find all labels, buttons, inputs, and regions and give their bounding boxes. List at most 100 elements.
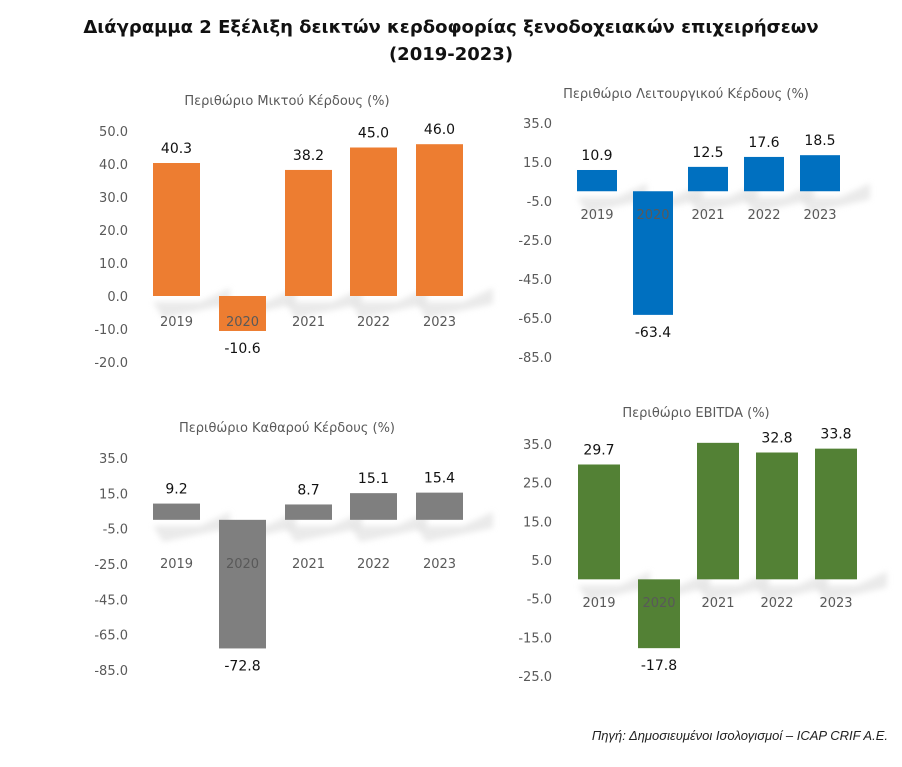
y-tick-label: -25.0 (518, 234, 552, 249)
data-label: 33.8 (820, 427, 851, 443)
bar-2021 (697, 442, 739, 580)
bar-2021 (285, 169, 332, 296)
bar-2019 (153, 163, 200, 296)
bar-shadow (153, 288, 230, 318)
data-label: 12.5 (692, 145, 723, 161)
x-category-label: 2021 (292, 557, 325, 572)
x-category-label: 2020 (636, 208, 669, 223)
source-note: Πηγή: Δημοσιευμένοι Ισολογισμοί – ICAP C… (591, 728, 888, 743)
y-tick-label: -5.0 (103, 523, 128, 538)
x-category-label: 2023 (423, 315, 456, 330)
data-label: 18.5 (804, 133, 835, 149)
bar-2019 (153, 503, 200, 520)
bar-2022 (756, 452, 798, 580)
bar-2022 (744, 156, 784, 192)
x-category-label: 2019 (580, 208, 613, 223)
y-tick-label: 0.0 (107, 290, 128, 305)
x-category-label: 2019 (160, 315, 193, 330)
bar-shadow (416, 511, 493, 542)
bar-shadow (815, 571, 887, 602)
y-tick-label: 35.0 (523, 117, 552, 132)
data-label: 29.7 (583, 442, 614, 458)
bar-2021 (688, 166, 728, 192)
data-label: 46.0 (424, 122, 455, 138)
x-category-label: 2020 (226, 315, 259, 330)
x-category-label: 2020 (226, 557, 259, 572)
bar-2020 (638, 579, 680, 649)
data-label: 15.4 (424, 471, 455, 487)
bar-shadow (285, 288, 362, 318)
data-label: -72.8 (224, 658, 260, 674)
data-label: -10.6 (224, 341, 260, 357)
data-label: 17.6 (748, 135, 779, 151)
x-category-label: 2020 (642, 596, 675, 611)
bar-2022 (350, 493, 397, 520)
data-label: 38.2 (293, 148, 324, 164)
y-tick-label: 25.0 (523, 477, 552, 492)
x-category-label: 2021 (691, 208, 724, 223)
chart-title: Περιθώριο Μικτού Κέρδους (%) (184, 94, 389, 109)
bar-2021 (285, 504, 332, 520)
y-tick-label: -5.0 (527, 593, 552, 608)
bar-shadow (285, 511, 362, 542)
y-tick-label: 35.0 (99, 452, 128, 467)
y-tick-label: 20.0 (99, 224, 128, 239)
bar-2019 (577, 169, 617, 192)
bar-2022 (350, 147, 397, 296)
x-category-label: 2021 (701, 596, 734, 611)
y-tick-label: -65.0 (518, 312, 552, 327)
x-category-label: 2022 (747, 208, 780, 223)
y-tick-label: 35.0 (523, 438, 552, 453)
bar-2020 (219, 519, 266, 649)
chart-title: Περιθώριο EBITDA (%) (622, 406, 769, 421)
y-tick-label: 15.0 (99, 487, 128, 502)
y-tick-label: 10.0 (99, 257, 128, 272)
data-label: 10.9 (581, 148, 612, 164)
data-label: -63.4 (635, 325, 671, 341)
x-category-label: 2022 (760, 596, 793, 611)
bar-2023 (416, 144, 463, 296)
bar-shadow (744, 183, 814, 214)
y-tick-label: -5.0 (527, 195, 552, 210)
bar-shadow (756, 571, 828, 602)
data-label: 40.3 (161, 141, 192, 157)
x-category-label: 2021 (292, 315, 325, 330)
data-label: 45.0 (358, 126, 389, 142)
x-category-label: 2019 (582, 596, 615, 611)
y-tick-label: 40.0 (99, 158, 128, 173)
bar-2019 (578, 464, 620, 580)
bar-2023 (800, 155, 840, 192)
bar-shadow (416, 288, 493, 318)
x-category-label: 2023 (819, 596, 852, 611)
y-tick-label: 5.0 (531, 554, 552, 569)
bar-shadow (800, 183, 870, 214)
bar-shadow (153, 511, 230, 542)
y-tick-label: -85.0 (94, 664, 128, 679)
y-tick-label: -85.0 (518, 351, 552, 366)
data-label: 8.7 (297, 482, 319, 498)
y-tick-label: -65.0 (94, 629, 128, 644)
y-tick-label: -45.0 (94, 593, 128, 608)
bar-shadow (350, 511, 427, 542)
chart-title: Περιθώριο Καθαρού Κέρδους (%) (179, 421, 395, 436)
y-tick-label: -15.0 (518, 631, 552, 646)
x-category-label: 2023 (423, 557, 456, 572)
bar-2023 (416, 492, 463, 520)
y-tick-label: 50.0 (99, 125, 128, 140)
y-tick-label: 15.0 (523, 156, 552, 171)
data-label: -17.8 (641, 658, 677, 674)
y-tick-label: 30.0 (99, 191, 128, 206)
bar-shadow (578, 571, 650, 602)
data-label: 15.1 (358, 471, 389, 487)
y-tick-label: -25.0 (518, 670, 552, 685)
data-label: 32.8 (761, 431, 792, 447)
x-category-label: 2022 (357, 557, 390, 572)
y-tick-label: -20.0 (94, 356, 128, 371)
bar-shadow (697, 571, 769, 602)
main-title-line2: (2019-2023) (388, 44, 514, 65)
data-label: 9.2 (165, 482, 187, 498)
